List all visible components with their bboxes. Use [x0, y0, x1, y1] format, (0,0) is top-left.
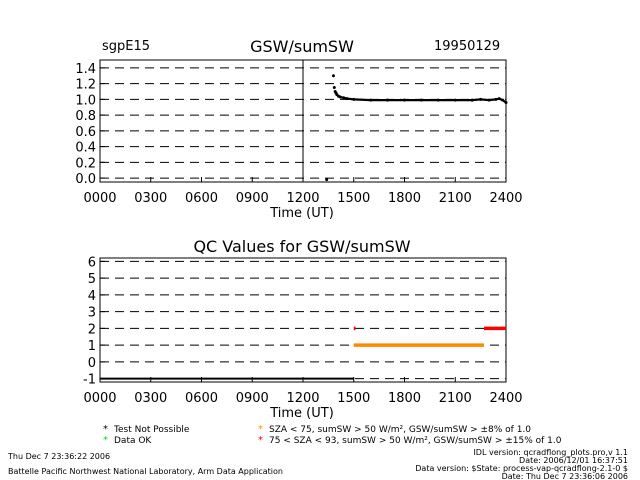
- legend-label-0: Test Not Possible: [113, 425, 190, 435]
- chart1-xtick-label: 0600: [185, 191, 218, 206]
- chart2-xtick-label: 1200: [286, 391, 319, 406]
- chart1-xtick-label: 0000: [83, 191, 116, 206]
- chart2-xtick-label: 2400: [489, 391, 522, 406]
- footer-timestamp: Thu Dec 7 23:36:22 2006: [7, 452, 110, 461]
- chart1-point: [345, 97, 349, 101]
- chart1-xtick-label: 1200: [286, 191, 319, 206]
- chart1-xtick-label: 1800: [388, 191, 421, 206]
- chart1-point: [331, 74, 335, 78]
- legend-star-0: *: [103, 424, 108, 435]
- chart1-xtick-label: 2100: [439, 191, 472, 206]
- chart1-point: [487, 98, 491, 102]
- date-label: 19950129: [434, 39, 500, 54]
- chart1-ytick-label: 0.0: [75, 172, 96, 187]
- chart2-ytick-label: 2: [88, 322, 96, 337]
- chart1-xtick-label: 0300: [134, 191, 167, 206]
- chart1-point: [470, 98, 474, 102]
- chart1-xlabel: Time (UT): [269, 206, 334, 221]
- chart1-ytick-label: 0.2: [75, 156, 96, 171]
- legend-label-1: Data OK: [114, 436, 152, 446]
- chart1-point: [501, 98, 505, 102]
- chart2-frame: [99, 257, 507, 383]
- chart2-ytick-label: 6: [88, 255, 96, 270]
- chart2-ytick-label: 5: [88, 272, 96, 287]
- chart2-ytick-label: -1: [83, 373, 96, 388]
- site-label: sgpE15: [102, 39, 150, 54]
- chart2-xtick-label: 1800: [388, 391, 421, 406]
- legend: * Test Not Possible * Data OK * SZA < 75…: [103, 424, 562, 446]
- chart1-point: [497, 97, 501, 101]
- chart2-ytick-label: 1: [88, 339, 96, 354]
- footer-data-date: Date: Thu Dec 7 23:36:06 2006: [502, 472, 628, 480]
- chart1-point: [453, 98, 457, 102]
- chart2-ytick-label: 0: [88, 356, 96, 371]
- chart1-ytick-label: 0.6: [75, 125, 96, 140]
- chart1-xtick-label: 0900: [236, 191, 269, 206]
- chart1-point: [504, 101, 508, 105]
- chart1-point: [352, 97, 356, 101]
- chart2-xtick-label: 1500: [337, 391, 370, 406]
- legend-star-3: *: [258, 435, 263, 446]
- legend-label-3: 75 < SZA < 93, sumSW > 50 W/m², GSW/sumS…: [269, 436, 562, 446]
- legend-label-2: SZA < 75, sumSW > 50 W/m², GSW/sumSW > ±…: [269, 425, 531, 435]
- legend-star-2: *: [258, 424, 263, 435]
- chart2-xtick-label: 2100: [439, 391, 472, 406]
- chart1-ytick-label: 1.0: [75, 93, 96, 108]
- footer-data-version: Data version: $State: process-vap-qcradf…: [415, 464, 628, 473]
- chart2-xtick-label: 0900: [236, 391, 269, 406]
- main-chart-title: GSW/sumSW: [250, 37, 354, 56]
- chart1-ytick-label: 1.4: [75, 62, 96, 77]
- legend-star-1: *: [103, 435, 108, 446]
- chart1-point: [386, 98, 390, 102]
- gsw-sumsw-chart: 0.00.20.40.60.81.01.21.4 0000 0300 0600 090…: [75, 59, 523, 206]
- chart2-xlabel: Time (UT): [269, 406, 334, 421]
- footer-institution: Battelle Pacific Northwest National Labo…: [8, 467, 283, 476]
- chart1-ytick-label: 0.8: [75, 109, 96, 124]
- chart2-ytick-label: 4: [88, 289, 96, 304]
- chart1-ytick-label: 0.4: [75, 141, 96, 156]
- qc-chart-title: QC Values for GSW/sumSW: [193, 237, 410, 256]
- chart2-ytick-label: 3: [88, 306, 96, 321]
- chart1-point: [436, 98, 440, 102]
- footer-idl-date: Date: 2006/12/01 16:37:51: [519, 456, 628, 465]
- chart1-xtick-label: 1500: [337, 191, 370, 206]
- chart1-point: [403, 98, 406, 102]
- chart1-point: [419, 98, 423, 102]
- chart1-xtick-label: 2400: [489, 191, 522, 206]
- chart2-xtick-label: 0300: [134, 391, 167, 406]
- chart1-ytick-label: 1.2: [75, 78, 96, 93]
- chart1-point: [342, 96, 346, 100]
- chart1-point: [338, 95, 342, 99]
- footer-idl-version: IDL version: qcradflong_plots.pro,v 1.1: [473, 448, 628, 457]
- chart2-xtick-label: 0000: [83, 391, 116, 406]
- chart1-point: [479, 97, 483, 101]
- chart1-point: [369, 98, 373, 102]
- chart1-point: [494, 97, 498, 101]
- chart1-point: [332, 86, 336, 90]
- chart1-point: [325, 178, 329, 182]
- chart2-xtick-label: 0600: [185, 391, 218, 406]
